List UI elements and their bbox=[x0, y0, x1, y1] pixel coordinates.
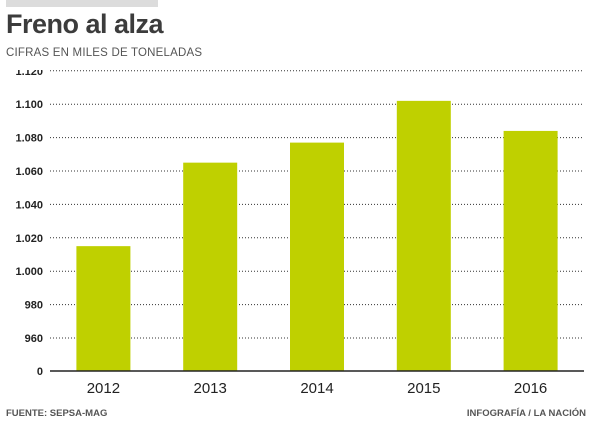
chart-title: Freno al alza bbox=[6, 9, 164, 39]
bar-2016 bbox=[503, 130, 558, 371]
y-tick-label: 1.060 bbox=[15, 166, 43, 178]
bar-2012 bbox=[76, 246, 131, 371]
credit-note: INFOGRAFÍA / LA NACIÓN bbox=[466, 408, 586, 419]
y-tick-label: 1.000 bbox=[15, 266, 43, 278]
x-tick-label: 2016 bbox=[514, 380, 547, 397]
y-tick-label: 1.080 bbox=[15, 133, 43, 145]
bar-2015 bbox=[396, 100, 451, 372]
x-tick-label: 2013 bbox=[194, 380, 227, 397]
bar-2014 bbox=[290, 142, 344, 371]
y-tick-label: 1.120 bbox=[15, 70, 43, 78]
y-tick-label: 1.100 bbox=[15, 99, 43, 111]
x-tick-label: 2012 bbox=[87, 380, 120, 397]
x-tick-label: 2014 bbox=[300, 380, 333, 397]
x-tick-label: 2015 bbox=[407, 380, 440, 397]
y-tick-label: 1.040 bbox=[15, 199, 43, 211]
y-tick-label: 0 bbox=[37, 366, 43, 378]
title-accent-bar bbox=[6, 0, 158, 7]
source-note: FUENTE: SEPSA-MAG bbox=[6, 408, 108, 419]
bar-2013 bbox=[183, 162, 238, 371]
y-tick-label: 1.020 bbox=[15, 233, 43, 245]
bar-chart: 0 960 980 1.000 1.020 1.040 1.060 1.080 1.100 1.1… bbox=[15, 70, 584, 397]
y-tick-label: 980 bbox=[25, 300, 43, 312]
chart-subtitle: CIFRAS EN MILES DE TONELADAS bbox=[6, 47, 203, 59]
y-tick-label: 960 bbox=[25, 333, 43, 345]
